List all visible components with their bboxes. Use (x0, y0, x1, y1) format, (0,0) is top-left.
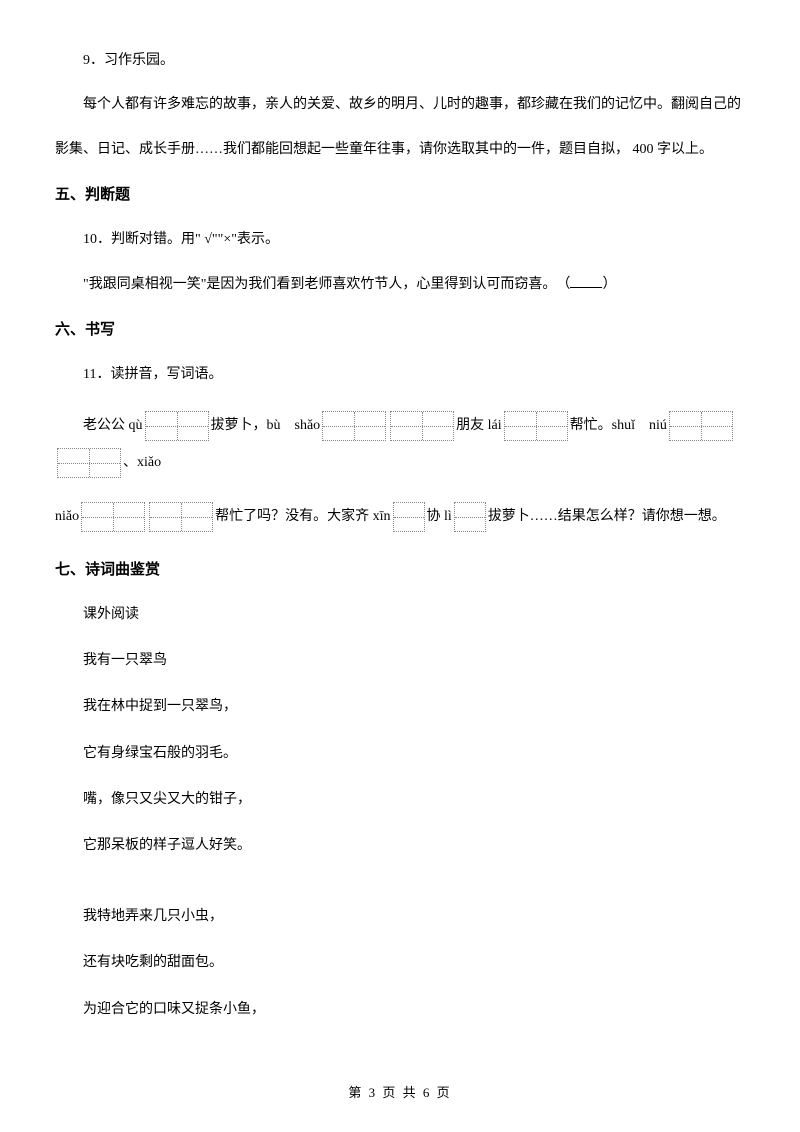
q11-l2-t4: 拔萝卜……结果怎么样？请你想一想。 (488, 509, 726, 524)
q11-l1-t3: 朋友 lái (456, 418, 502, 433)
poem-line: 我在林中捉到一只翠鸟， (55, 696, 745, 718)
pinyin-box[interactable] (390, 411, 454, 441)
q10-text: "我跟同桌相视一笑"是因为我们看到老师喜欢竹节人，心里得到认可而窃喜。 （ ） (55, 274, 745, 296)
poem-line: 我有一只翠鸟 (55, 650, 745, 672)
pinyin-box[interactable] (149, 502, 213, 532)
section-5-heading: 五、判断题 (55, 183, 745, 207)
q11-l1-t5: 、xiǎo (123, 455, 161, 470)
q9-number: 9．习作乐园。 (55, 50, 745, 72)
poem-line: 为迎合它的口味又捉条小鱼， (55, 999, 745, 1021)
poem-line: 还有块吃剩的甜面包。 (55, 952, 745, 974)
poem-line: 它有身绿宝石般的羽毛。 (55, 743, 745, 765)
pinyin-box[interactable] (81, 502, 145, 532)
q10-text-a: "我跟同桌相视一笑"是因为我们看到老师喜欢竹节人，心里得到认可而窃喜。 （ (83, 277, 570, 292)
poem-block: 课外阅读 我有一只翠鸟 我在林中捉到一只翠鸟， 它有身绿宝石般的羽毛。 嘴，像只… (55, 604, 745, 1022)
q11-line2: niǎo 帮忙了吗？没有。大家齐 xīn 协 lì 拔萝卜……结果怎么样？请你想一想。 (55, 499, 745, 535)
q11-l2-t2: 帮忙了吗？没有。大家齐 xīn (215, 509, 390, 524)
q11-l2-t3: 协 lì (427, 509, 452, 524)
q11-l2-t1: niǎo (55, 509, 79, 524)
pinyin-box[interactable] (322, 411, 386, 441)
poem-line: 嘴，像只又尖又大的钳子， (55, 789, 745, 811)
pinyin-box[interactable] (504, 411, 568, 441)
page-footer: 第 3 页 共 6 页 (0, 1083, 800, 1104)
pinyin-box[interactable] (145, 411, 209, 441)
poem-line: 课外阅读 (55, 604, 745, 626)
q11-l1-t4: 帮忙。shuǐ niú (570, 418, 667, 433)
section-6-heading: 六、书写 (55, 318, 745, 342)
q11-line1: 老公公 qù 拔萝卜，bù shǎo 朋友 lái 帮忙。shuǐ niú 、xiǎo (55, 408, 745, 481)
answer-blank[interactable] (570, 287, 602, 288)
q11-l1-t1: 老公公 qù (83, 418, 143, 433)
q10-number: 10．判断对错。用" √""×"表示。 (55, 229, 745, 251)
pinyin-box[interactable] (454, 502, 486, 532)
q10-text-b: ） (602, 277, 616, 292)
q9-text-line1: 每个人都有许多难忘的故事，亲人的关爱、故乡的明月、儿时的趣事，都珍藏在我们的记忆… (55, 94, 745, 116)
poem-line: 它那呆板的样子逗人好笑。 (55, 835, 745, 857)
poem-line: 我特地弄来几只小虫， (55, 906, 745, 928)
pinyin-box[interactable] (57, 448, 121, 478)
q9-text-line2: 影集、日记、成长手册……我们都能回想起一些童年往事，请你选取其中的一件，题目自拟… (55, 139, 745, 161)
pinyin-box[interactable] (669, 411, 733, 441)
q11-number: 11．读拼音，写词语。 (55, 364, 745, 386)
section-7-heading: 七、诗词曲鉴赏 (55, 558, 745, 582)
q11-l1-t2: 拔萝卜，bù shǎo (211, 418, 321, 433)
pinyin-box[interactable] (393, 502, 425, 532)
